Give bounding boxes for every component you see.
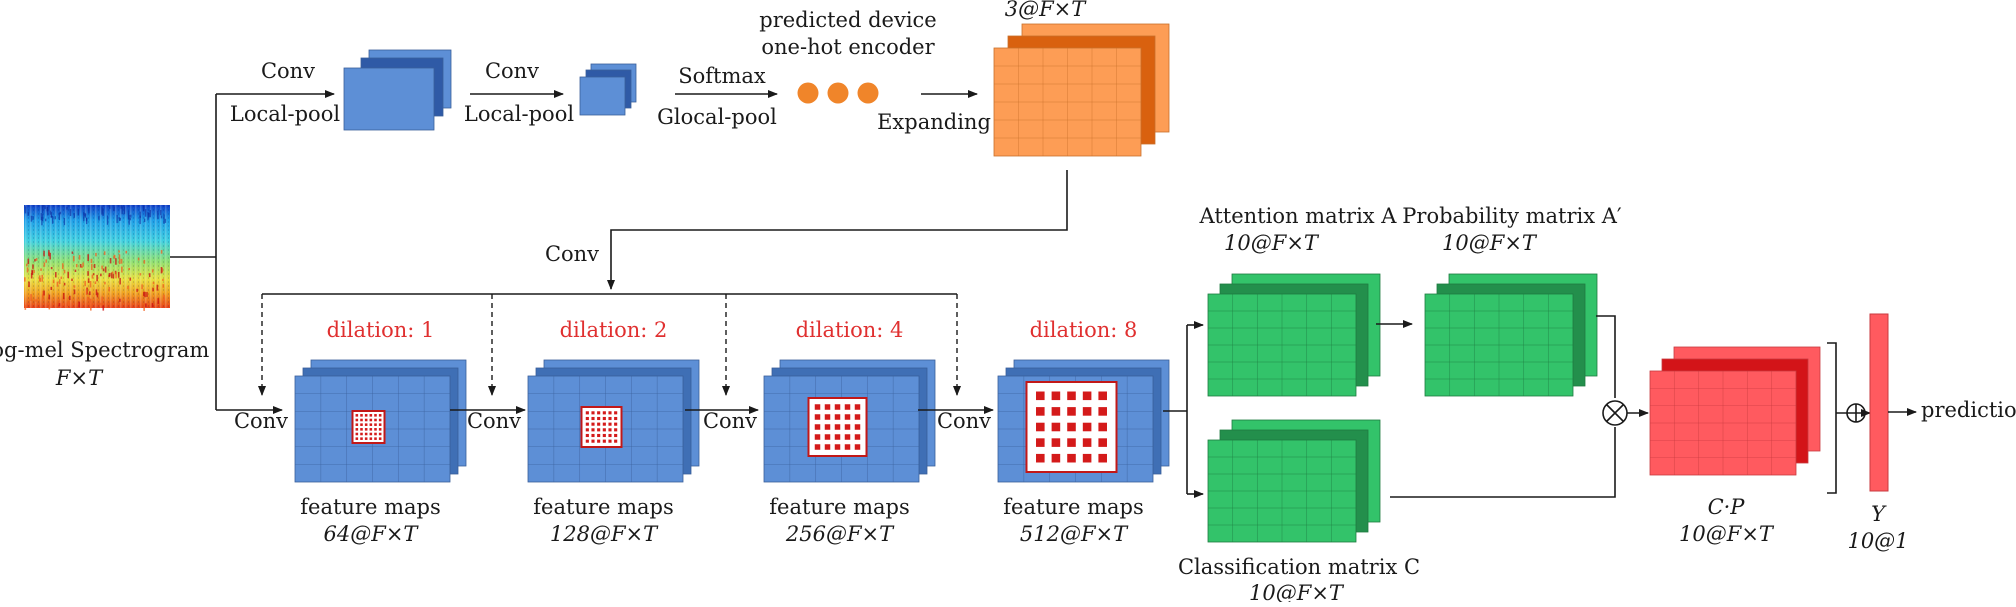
dilation-label: dilation: 1 [327,318,435,342]
device-label-line2: one-hot encoder [761,35,935,59]
feature-maps-label: feature maps [300,495,440,519]
feature-maps-dims: 512@F×T [1020,522,1129,546]
stage-conv-label: Conv [703,409,757,433]
dilation-label: dilation: 4 [796,318,904,342]
feature-maps-dims: 256@F×T [785,522,895,546]
top-conv-2-label: Conv [485,59,539,83]
one-hot-dot [857,82,879,104]
stage-2: Conv dilation: 2 feature maps 128@F×T [467,318,700,546]
glocal-pool-label: Glocal-pool [657,105,777,129]
one-hot-dots [797,82,879,104]
spectrogram-image [24,205,170,311]
stage-conv-label: Conv [937,409,991,433]
dilation-label: dilation: 2 [560,318,668,342]
stage-conv-label: Conv [467,409,521,433]
attention-label: Attention matrix A [1199,204,1398,228]
device-feed-wire [607,170,1068,290]
add-operator [1846,403,1866,423]
orange-device-block [993,23,1170,157]
product-label: C·P [1708,495,1746,519]
classification-label: Classification matrix C [1178,555,1420,579]
top-conv-1-label: Conv [261,59,315,83]
feature-maps-label: feature maps [1003,495,1143,519]
feature-maps-dims: 64@F×T [324,522,420,546]
probability-label: Probability matrix A′ [1402,204,1622,228]
prediction-label: prediction [1921,398,2016,422]
one-hot-dot [797,82,819,104]
product-block [1649,346,1821,476]
input-label: log-mel Spectrogram [0,338,209,362]
stage-conv-label: Conv [234,409,288,433]
classification-to-multiply-wire [1390,427,1616,498]
output-label: Y [1871,502,1887,526]
probability-to-multiply-wire [1596,315,1616,398]
expanding-label: Expanding [877,110,991,134]
top-block-2 [579,63,637,116]
feature-maps-dims: 128@F×T [550,522,659,546]
top-block-1 [343,49,452,131]
softmax-label: Softmax [678,64,766,88]
sum-bracket [1827,342,1837,494]
output-dims: 10@1 [1847,529,1908,553]
product-dims: 10@F×T [1679,522,1775,546]
one-hot-dot [827,82,849,104]
stage-3: Conv dilation: 4 feature maps 256@F×T [703,318,936,546]
probability-matrix-block [1424,273,1598,397]
feature-maps-label: feature maps [533,495,673,519]
multiply-operator [1602,400,1628,426]
input-dims: F×T [55,366,104,390]
probability-dims: 10@F×T [1442,231,1538,255]
attention-matrix-block [1207,273,1381,397]
classification-dims: 10@F×T [1249,581,1345,602]
stage-4: Conv dilation: 8 feature maps 512@F×T [937,318,1170,546]
dilation-label: dilation: 8 [1030,318,1138,342]
top-pool-1-label: Local-pool [230,102,340,126]
output-vector [1869,313,1889,492]
dilated-conv-stages: Conv dilation: 1 feature maps 64@F×T Conv dil… [234,318,1170,546]
device-conv-label: Conv [545,242,599,266]
classification-matrix-block [1207,419,1381,543]
orange-block-dims: 3@F×T [1005,0,1088,21]
top-pool-2-label: Local-pool [464,102,574,126]
stage-1: Conv dilation: 1 feature maps 64@F×T [234,318,467,546]
attention-dims: 10@F×T [1224,231,1320,255]
feature-maps-label: feature maps [769,495,909,519]
device-label-line1: predicted device [759,8,936,32]
